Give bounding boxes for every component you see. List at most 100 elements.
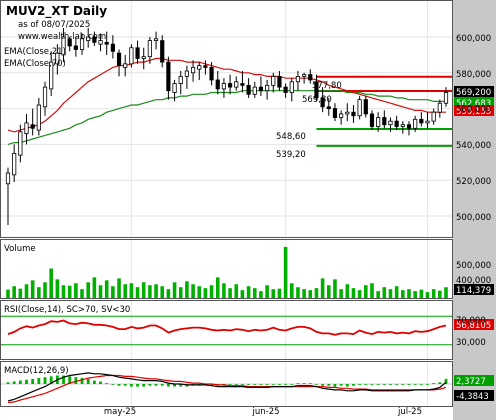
candle-body [376,117,381,127]
rsi-tick-70: 70,000 [456,316,486,326]
macd-series [1,372,452,404]
macd-histogram-bar [376,384,380,385]
macd-histogram-bar [382,384,386,385]
macd-histogram-bar [142,384,146,387]
candle-body [400,124,405,127]
macd-histogram-bar [389,384,392,385]
macd-histogram-bar [166,384,170,387]
candle-body [357,99,362,117]
ema70-line [7,90,446,145]
candle-body [61,36,66,56]
macd-histogram-bar [123,384,127,386]
macd-histogram-bar [444,378,448,384]
price-tag-2: 559,153 [456,107,491,117]
macd-histogram-bar [228,384,232,385]
volume-bar [203,288,208,298]
candle-body [289,81,294,93]
macd-histogram-bar [308,383,312,384]
volume-bar [104,280,109,298]
macd-signal-line [7,374,447,404]
rsi-tick-30: 30,000 [456,338,486,348]
volume-bar [265,285,269,298]
macd-histogram-bar [358,384,362,385]
volume-bar [80,289,84,298]
candle-body [283,86,288,93]
volume-bar [49,268,53,298]
candle-body [413,118,418,129]
volume-bar [413,291,417,298]
volume-bar [197,286,202,298]
candle-body [326,106,331,109]
volume-bar [234,284,239,298]
volume-bar [135,287,140,298]
volume-bar [283,246,288,298]
macd-histogram-bar [401,384,405,385]
volume-bar [141,282,146,298]
macd-histogram-bar [129,384,133,387]
candle-body [295,75,301,83]
price-tag-0-bg [454,86,494,97]
price-tick-540: 540,000 [456,141,491,151]
macd-histogram-bar [315,384,318,385]
volume-bar [296,287,300,298]
macd-histogram-bar [247,384,250,385]
candle-body [24,122,29,135]
macd-histogram-bar [154,384,158,386]
volume-bar [98,285,103,298]
candle-body [18,131,23,156]
candle-body [116,52,122,67]
price-tick-560: 560,000 [456,105,491,115]
candle-body [388,120,393,126]
candle-body [394,120,399,127]
candle-body [431,111,436,122]
macd-histogram-bar [160,384,164,386]
candle-body [49,61,54,90]
candle-body [178,75,183,84]
volume-bar [382,287,387,298]
x-label-jul: jul-25 [397,407,422,417]
level-label-539: 539,20 [276,150,306,160]
macd-histogram-bar [62,375,65,384]
candle-body [129,47,134,65]
volume-label: Volume [4,244,36,254]
volume-bar [314,288,319,298]
candle-body [141,56,146,59]
macd-current-tag-bg [454,375,494,386]
macd-histogram-bar [49,376,53,384]
rsi-current-tag: 56,8105 [456,321,491,331]
macd-signal-tag-bg [454,390,494,401]
volume-bar [6,289,10,298]
candle-body [419,118,424,124]
macd-histogram-bar [407,384,411,385]
ema21-line [7,57,446,133]
volume-bar [166,289,171,298]
candle-body [36,104,41,131]
macd-histogram-bar [43,377,47,384]
candle-body [79,38,85,50]
volume-bar [86,282,90,298]
volume-bar [246,286,251,298]
candle-body [339,113,344,118]
chart-source: www.wealth-lab.com [18,32,106,42]
macd-histogram-bar [68,376,72,384]
macd-histogram-bar [111,384,115,385]
macd-histogram-bar [37,378,41,384]
volume-bar [370,283,374,298]
candle-body [153,38,159,41]
volume-bar [67,285,72,298]
macd-histogram-bar [284,384,288,385]
candle-body [221,83,227,90]
volume-bars [6,246,448,298]
macd-histogram-bar [290,384,294,385]
volume-bar [320,278,325,298]
volume-bar [271,289,276,298]
volume-bar [123,284,128,298]
macd-histogram-bar [259,384,263,385]
candle-body [55,52,60,65]
volume-bar [394,286,399,298]
volume-bar [431,289,436,298]
candle-body [265,84,270,92]
x-label-jun: jun-25 [251,407,279,417]
volume-bar [209,285,214,298]
